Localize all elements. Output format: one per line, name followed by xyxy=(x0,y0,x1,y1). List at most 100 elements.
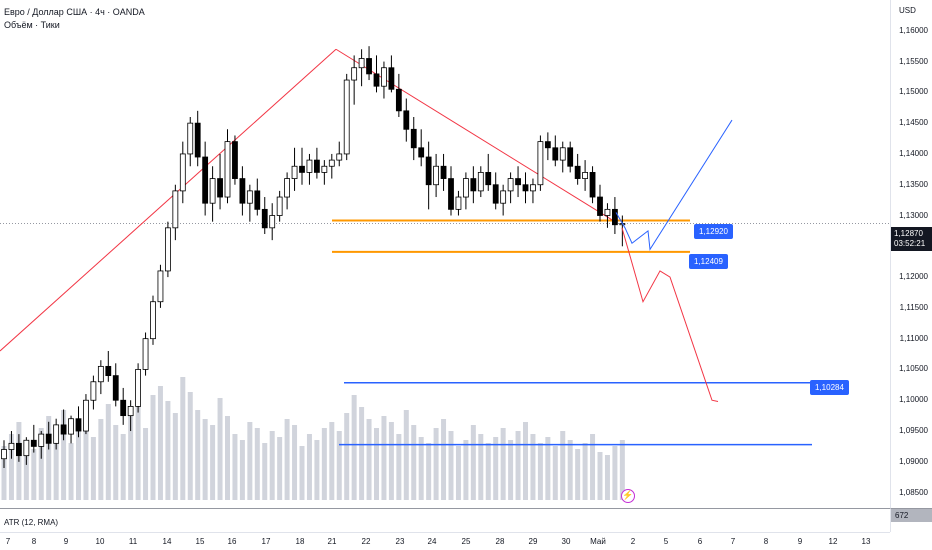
candle-body xyxy=(179,153,186,192)
symbol-title[interactable]: Евро / Доллар США · 4ч · OANDA xyxy=(4,7,145,17)
volume-bar xyxy=(277,437,283,500)
candle-body xyxy=(45,433,52,444)
volume-bar xyxy=(254,428,260,500)
volume-bar xyxy=(470,425,476,500)
volume-bar xyxy=(165,401,171,500)
current-price-tag: 1,12870 03:52:21 xyxy=(891,227,932,251)
volume-bar xyxy=(396,434,402,500)
candle-body xyxy=(604,208,611,216)
volume-bar xyxy=(1,446,7,500)
time-tick: 24 xyxy=(427,537,437,546)
candle-body xyxy=(597,196,603,216)
candle-body xyxy=(574,165,581,179)
volume-bar xyxy=(403,410,409,500)
volume-bar xyxy=(493,437,499,500)
time-tick: 10 xyxy=(95,537,105,546)
candle-body xyxy=(217,178,223,198)
candle-body xyxy=(433,165,440,186)
price-label-2[interactable]: 1,12409 xyxy=(689,254,728,269)
atr-value: 672 xyxy=(891,509,932,522)
volume-bar xyxy=(299,446,305,500)
time-tick: 7 xyxy=(730,537,736,546)
time-tick: 28 xyxy=(495,537,505,546)
price-tick: 1,11000 xyxy=(899,333,928,343)
candle-body xyxy=(90,381,97,401)
candle-body xyxy=(321,165,328,173)
candle-body xyxy=(120,399,127,417)
candle-body xyxy=(284,178,291,198)
volume-bar xyxy=(590,434,596,500)
candle-body xyxy=(299,165,305,173)
volume-bar xyxy=(508,440,514,500)
candle-body xyxy=(194,122,201,158)
volume-bar xyxy=(120,434,126,500)
candle-body xyxy=(612,208,618,226)
volume-bar xyxy=(336,431,342,500)
volume-bar xyxy=(210,425,216,500)
candle-body xyxy=(388,67,395,90)
volume-bar xyxy=(545,437,551,500)
candle-body xyxy=(15,442,22,457)
candle-body xyxy=(291,165,298,179)
price-axis[interactable]: USD 1,16000 1,15500 1,15000 1,14500 1,14000 1… xyxy=(890,0,932,508)
price-label-1[interactable]: 1,12920 xyxy=(694,224,733,239)
time-tick: 2 xyxy=(630,537,636,546)
candle-body xyxy=(455,196,462,210)
price-tick: 1,08500 xyxy=(899,487,928,497)
volume-bar xyxy=(344,413,350,500)
volume-bar xyxy=(575,449,581,500)
price-tick: 1,10000 xyxy=(899,395,928,405)
volume-bar xyxy=(172,413,178,500)
volume-bar xyxy=(329,422,335,500)
volume-bar xyxy=(247,422,253,500)
candlestick-chart[interactable] xyxy=(0,0,890,508)
volume-bar xyxy=(68,443,74,500)
price-label-3[interactable]: 1,10284 xyxy=(810,380,849,395)
volume-bar xyxy=(180,377,186,500)
volume-bar xyxy=(284,419,290,500)
candle-body xyxy=(589,172,596,198)
time-tick: 23 xyxy=(395,537,405,546)
currency-label[interactable]: USD xyxy=(899,6,916,15)
candle-body xyxy=(164,227,171,272)
time-tick: 16 xyxy=(227,537,237,546)
volume-bar xyxy=(38,428,44,500)
lightning-icon[interactable]: ⚡ xyxy=(621,489,635,503)
atr-panel[interactable]: ATR (12, RMA) xyxy=(0,508,890,532)
atr-indicator-label[interactable]: ATR (12, RMA) xyxy=(4,518,59,527)
volume-bar xyxy=(441,419,447,500)
candle-body xyxy=(172,190,179,229)
volume-bar xyxy=(292,425,298,500)
volume-bar xyxy=(306,434,312,500)
candle-body xyxy=(202,156,209,204)
candle-body xyxy=(75,418,82,432)
candle-body xyxy=(187,122,194,155)
time-tick: 12 xyxy=(828,537,838,546)
price-tick: 1,09500 xyxy=(899,426,928,436)
volume-bar xyxy=(537,443,543,500)
volume-bar xyxy=(128,416,134,500)
chart-plot-area[interactable]: 1,12920 1,12409 1,10284 ⚡ xyxy=(0,0,890,508)
volume-bar xyxy=(448,431,454,500)
candle-body xyxy=(373,73,380,87)
time-tick: 18 xyxy=(295,537,305,546)
volume-bar xyxy=(53,434,59,500)
price-tick: 1,14500 xyxy=(899,118,928,128)
volume-indicator-label[interactable]: Объём · Тики xyxy=(4,20,60,30)
current-price: 1,12870 xyxy=(894,229,923,238)
candle-body xyxy=(306,159,313,173)
volume-bar xyxy=(597,452,603,500)
volume-bar xyxy=(359,407,365,500)
candle-body xyxy=(492,184,499,204)
volume-bar xyxy=(478,434,484,500)
uptrend-line xyxy=(0,48,337,352)
candle-body xyxy=(582,172,588,179)
time-tick: 29 xyxy=(528,537,538,546)
price-tick: 1,15000 xyxy=(899,87,928,97)
time-tick: 30 xyxy=(561,537,571,546)
volume-bar xyxy=(485,443,491,500)
time-axis[interactable]: 7 8 9 10 11 14 15 16 17 18 21 22 23 24 25 28 29 30 Май 2 5 6 7… xyxy=(0,532,890,550)
volume-bar xyxy=(523,422,528,500)
time-tick: 7 xyxy=(5,537,11,546)
candle-body xyxy=(8,442,15,450)
